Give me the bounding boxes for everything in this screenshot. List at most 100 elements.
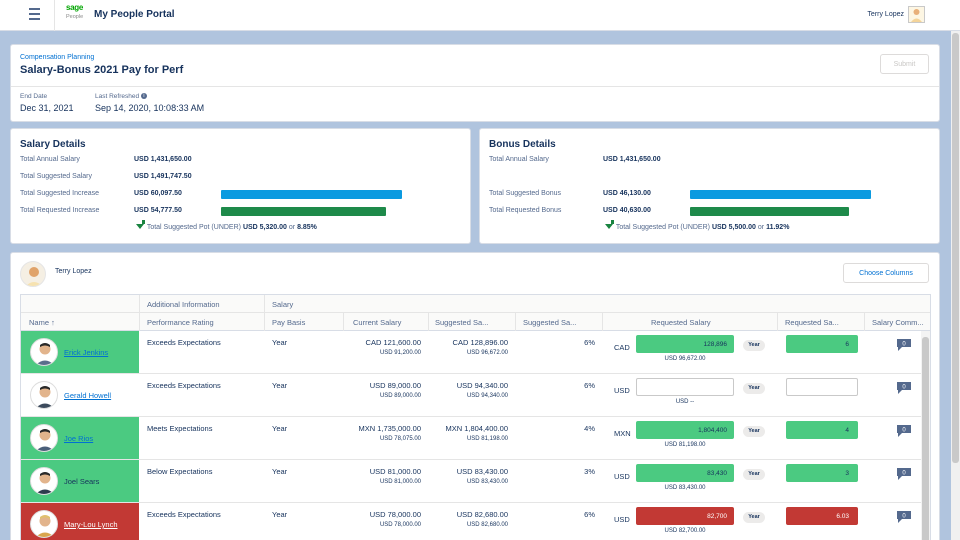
comment-icon[interactable]: 0 (896, 381, 911, 394)
comment-icon[interactable]: 0 (896, 424, 911, 437)
year-badge: Year (743, 469, 765, 480)
plan-eyebrow[interactable]: Compensation Planning (20, 54, 95, 61)
performance-rating: Exceeds Expectations (147, 510, 221, 519)
choose-columns-button[interactable]: Choose Columns (843, 263, 929, 283)
current-salary-usd: USD 91,200.00 (379, 350, 421, 356)
bonus-pot-pct: 11.92% (766, 224, 790, 231)
employee-name[interactable]: Gerald Howell (64, 391, 112, 400)
comment-icon[interactable]: 0 (896, 338, 911, 351)
bonus-pot: Total Suggested Pot (UNDER) USD 5,500.00… (605, 220, 790, 231)
last-refreshed-value: Sep 14, 2020, 10:08:33 AM (95, 103, 205, 113)
suggested-bonus-bar (690, 190, 871, 199)
employee-name[interactable]: Erick Jenkins (64, 348, 109, 357)
requested-bonus-value: USD 40,630.00 (603, 207, 651, 214)
sort-up-icon[interactable]: ↑ (51, 318, 55, 327)
team-card: Terry Lopez Choose Columns Additional In… (10, 252, 940, 540)
suggested-salary-usd: USD 83,430.00 (466, 479, 508, 485)
current-salary: MXN 1,735,000.00 (358, 424, 421, 433)
current-salary-usd: USD 78,075.00 (379, 436, 421, 442)
arrow-down-icon-stem (141, 220, 145, 225)
pay-basis: Year (272, 381, 288, 390)
employee-name-cell: Joe Rios (21, 417, 139, 459)
group-salary: Salary (272, 300, 294, 309)
requested-increase-label: Total Requested Increase (20, 207, 100, 214)
performance-rating: Exceeds Expectations (147, 338, 221, 347)
current-salary: USD 81,000.00 (369, 467, 421, 476)
requested-pct-input[interactable]: 4 (786, 421, 858, 439)
table-row: Joe Rios Meets Expectations Year MXN 1,735,… (21, 417, 923, 460)
requested-salary-input[interactable]: 82,700 (636, 507, 734, 525)
col-salary-comments[interactable]: Salary Comm... (872, 318, 924, 327)
pay-basis: Year (272, 467, 288, 476)
current-salary: USD 89,000.00 (369, 381, 421, 390)
table-scrollbar-thumb[interactable] (922, 337, 929, 540)
requested-salary-input[interactable]: 1,804,400 (636, 421, 734, 439)
requested-pct-input[interactable]: 6 (786, 335, 858, 353)
suggested-increase-label: Total Suggested Increase (20, 190, 99, 197)
info-icon[interactable]: i (140, 93, 147, 100)
col-pay-basis[interactable]: Pay Basis (272, 318, 306, 327)
requested-pct-input[interactable] (786, 378, 858, 396)
performance-rating: Exceeds Expectations (147, 381, 221, 390)
requested-salary-input[interactable] (636, 378, 734, 396)
col-name[interactable]: Name ↑ (29, 318, 55, 327)
col-divider[interactable] (777, 313, 778, 331)
user-name[interactable]: Terry Lopez (867, 11, 904, 18)
suggested-salary: CAD 128,896.00 (452, 338, 508, 347)
employee-name[interactable]: Joe Rios (64, 434, 94, 443)
salary-details-title: Salary Details (20, 139, 86, 150)
requested-pct-input[interactable]: 6.03 (786, 507, 858, 525)
manager-avatar (20, 261, 46, 287)
suggested-pct: 4% (584, 424, 595, 433)
col-divider[interactable] (515, 313, 516, 331)
requested-currency: USD (614, 472, 630, 481)
table-row: Joel Sears Below Expectations Year USD 81,0… (21, 460, 923, 503)
requested-increase-bar (221, 207, 386, 216)
performance-rating: Meets Expectations (147, 424, 213, 433)
requested-salary-input[interactable]: 83,430 (636, 464, 734, 482)
bonus-total-annual-label: Total Annual Salary (489, 156, 549, 163)
requested-salary-usd: USD 96,672.00 (664, 356, 706, 362)
arrow-down-icon (136, 223, 144, 229)
col-requested-pct[interactable]: Requested Sa... (785, 318, 839, 327)
col-performance-rating[interactable]: Performance Rating (147, 318, 214, 327)
comment-icon[interactable]: 0 (896, 510, 911, 523)
col-divider[interactable] (343, 313, 344, 331)
col-divider[interactable] (139, 313, 140, 331)
employee-photo (30, 338, 58, 366)
suggested-bonus-label: Total Suggested Bonus (489, 190, 561, 197)
suggested-salary-usd: USD 96,672.00 (466, 350, 508, 356)
user-avatar[interactable] (908, 6, 925, 23)
end-date-label: End Date (20, 93, 48, 100)
comment-icon[interactable]: 0 (896, 467, 911, 480)
col-current-salary[interactable]: Current Salary (353, 318, 402, 327)
table-row: Mary-Lou Lynch Exceeds Expectations Year US… (21, 503, 923, 540)
comment-count: 0 (902, 470, 906, 476)
page-scrollbar-thumb[interactable] (952, 33, 959, 463)
col-divider[interactable] (264, 313, 265, 331)
suggested-bonus-value: USD 46,130.00 (603, 190, 651, 197)
table-scrollbar[interactable] (921, 331, 930, 540)
submit-button[interactable]: Submit (880, 54, 929, 74)
manager-name: Terry Lopez (55, 268, 92, 275)
page-scrollbar[interactable] (951, 31, 960, 540)
col-divider[interactable] (428, 313, 429, 331)
requested-salary-usd: USD -- (675, 399, 695, 405)
col-suggested-salary[interactable]: Suggested Sa... (435, 318, 489, 327)
col-name-label: Name (29, 318, 50, 327)
salary-pot-or: or (288, 224, 296, 231)
requested-salary-input[interactable]: 128,896 (636, 335, 734, 353)
col-suggested-pct[interactable]: Suggested Sa... (523, 318, 577, 327)
col-divider[interactable] (602, 313, 603, 331)
current-salary: USD 78,000.00 (369, 510, 421, 519)
arrow-down-icon (605, 223, 613, 229)
suggested-salary: USD 83,430.00 (456, 467, 508, 476)
employee-name[interactable]: Mary-Lou Lynch (64, 520, 118, 529)
menu-icon[interactable] (29, 8, 40, 20)
logo-sub: People (66, 14, 84, 20)
col-requested-salary[interactable]: Requested Salary (651, 318, 711, 327)
col-divider[interactable] (864, 313, 865, 331)
logo-text: sage (66, 3, 84, 12)
requested-pct-input[interactable]: 3 (786, 464, 858, 482)
plan-card: Compensation Planning Salary-Bonus 2021 … (10, 44, 940, 122)
